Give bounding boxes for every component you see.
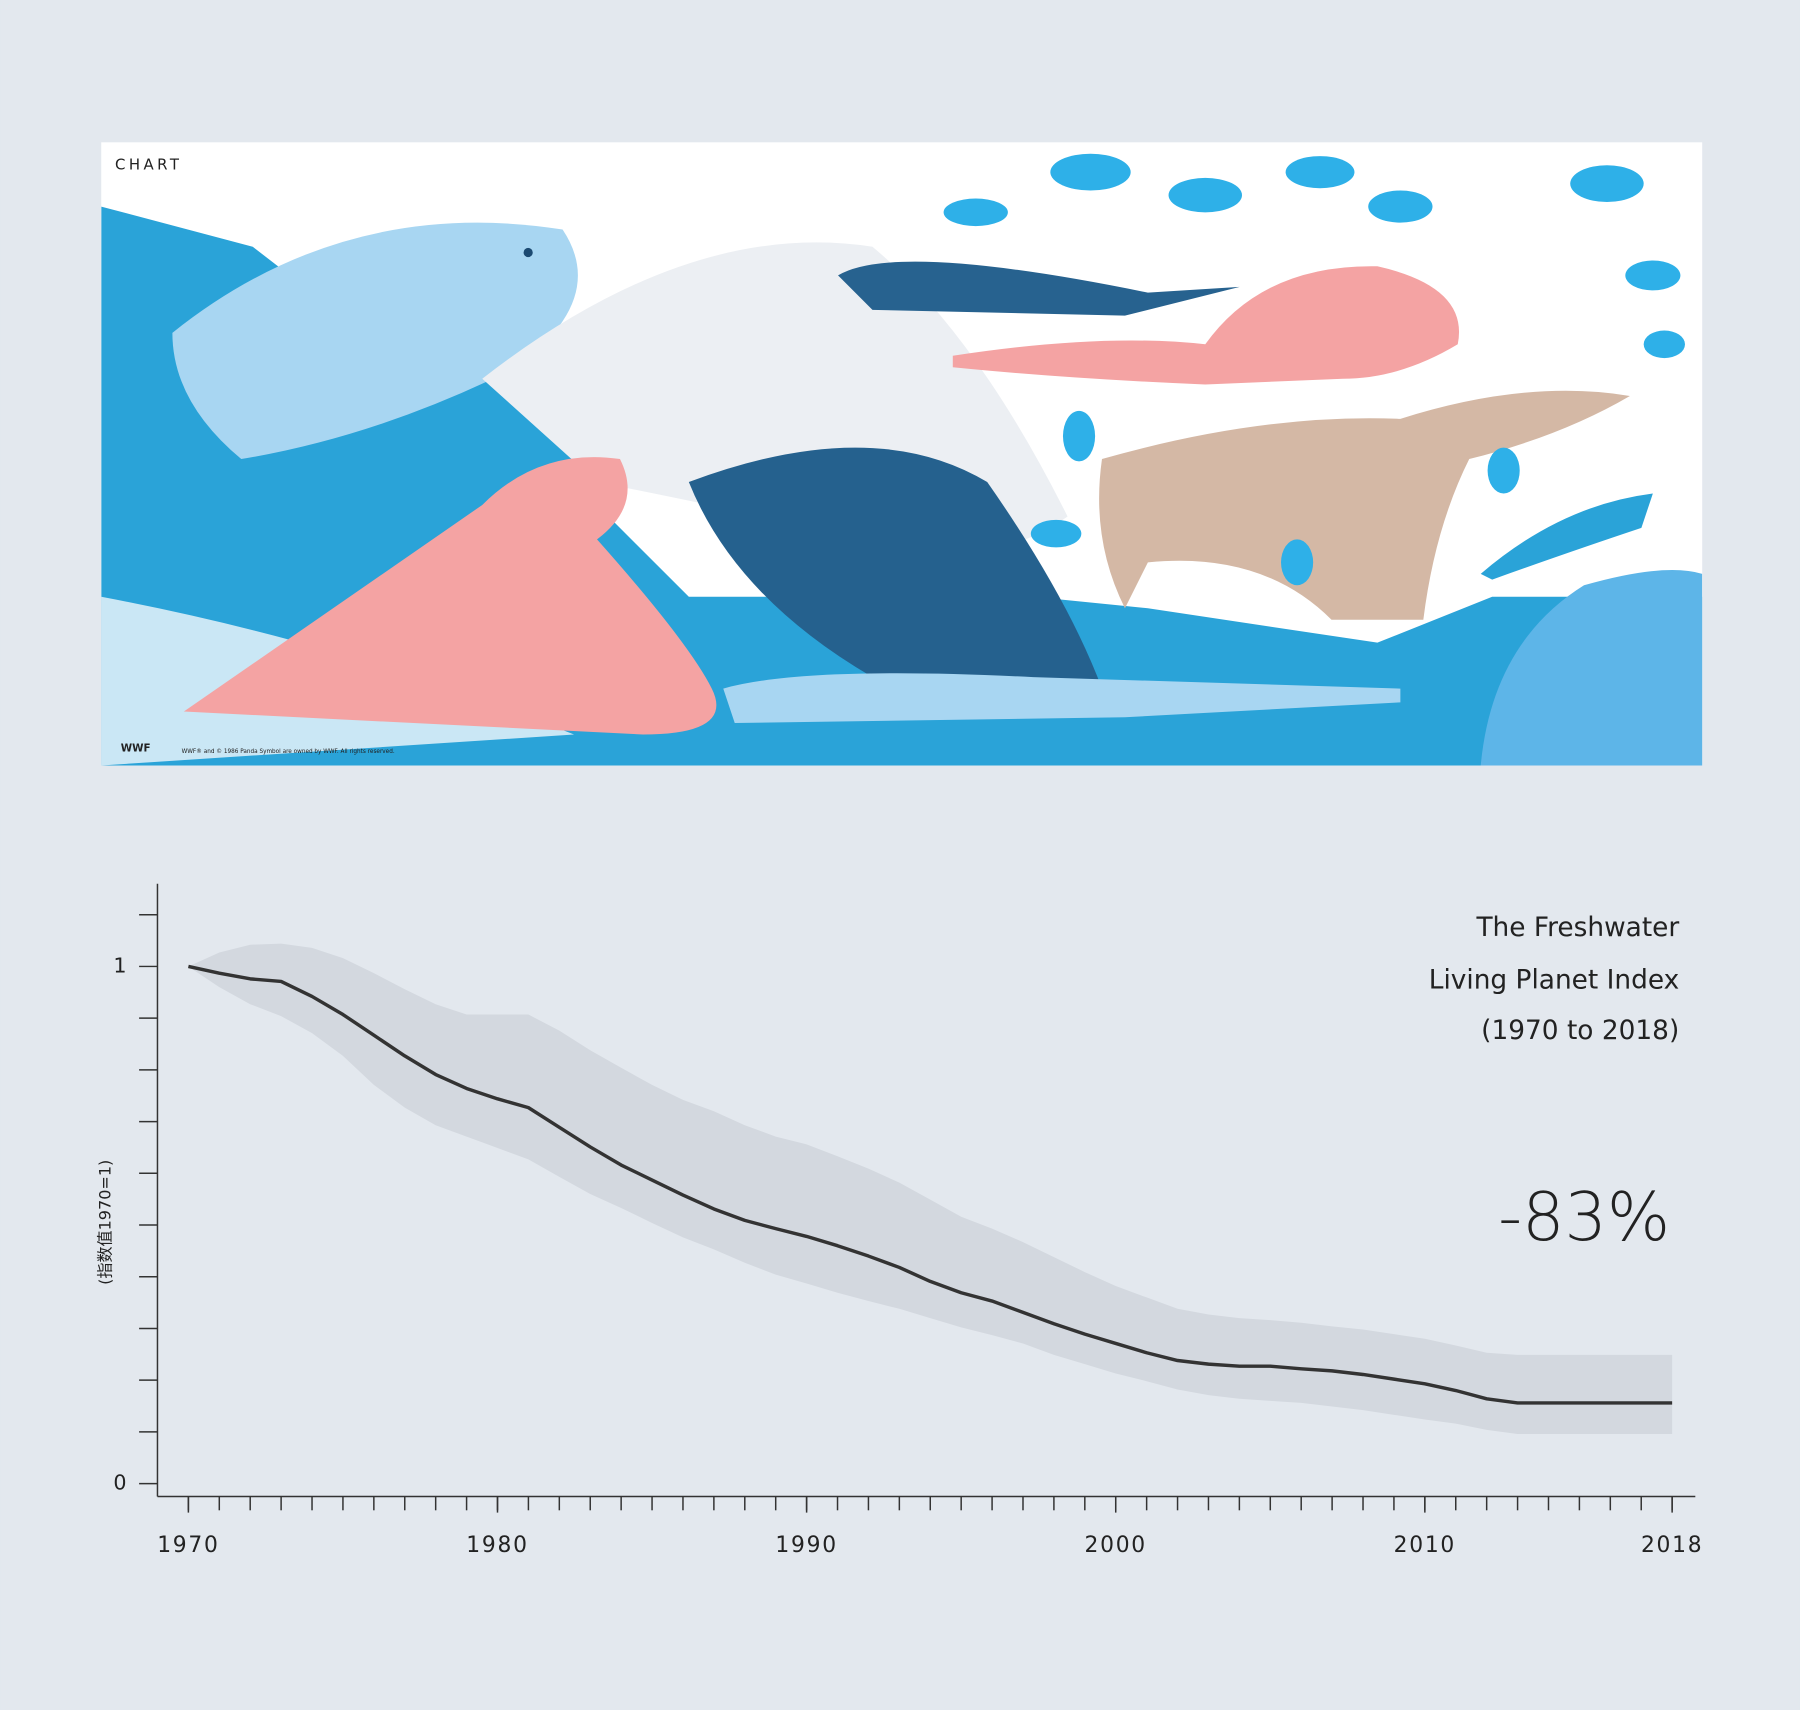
y-tick-label: 0: [113, 1471, 126, 1495]
x-tick-label: 2010: [1394, 1533, 1456, 1558]
index-line: [188, 964, 1673, 1405]
x-tick-label: 1970: [157, 1533, 219, 1558]
crocodile: [723, 673, 1401, 724]
x-tick-label: 2000: [1085, 1533, 1147, 1558]
y-axis-label: (指数值1970=1): [95, 1160, 114, 1285]
frog: [1480, 493, 1653, 580]
hippo: [183, 457, 717, 735]
crane-neck: [838, 261, 1240, 316]
x-tick-label: 1980: [466, 1533, 528, 1558]
brand: CHART: [115, 155, 182, 173]
x-tick-label: 2018: [1641, 1533, 1703, 1558]
whale: [172, 222, 578, 460]
chart-title: (1970 to 2018): [1481, 1016, 1679, 1046]
notice: WWF® and © 1986 Panda Symbol are owned b…: [182, 748, 395, 755]
crane-feathers: [688, 447, 1102, 689]
whale-eye: [523, 247, 533, 258]
logo: WWF: [121, 742, 151, 754]
illustration: CHART WWF WWF® and © 1986 Panda Symbol a…: [101, 142, 1703, 766]
deer: [1099, 390, 1630, 620]
bush: [1480, 570, 1703, 766]
annotation: -83%: [1498, 1178, 1670, 1256]
y-tick-label: 1: [113, 953, 126, 977]
leaves: [943, 153, 1685, 586]
chart-title: Living Planet Index: [1429, 966, 1679, 996]
confidence-band: [188, 943, 1673, 1434]
otter: [952, 266, 1460, 385]
chart-title: The Freshwater: [1475, 913, 1679, 943]
x-tick-label: 1990: [775, 1533, 837, 1558]
chart: The Freshwater Living Planet Index (1970…: [95, 883, 1703, 1558]
